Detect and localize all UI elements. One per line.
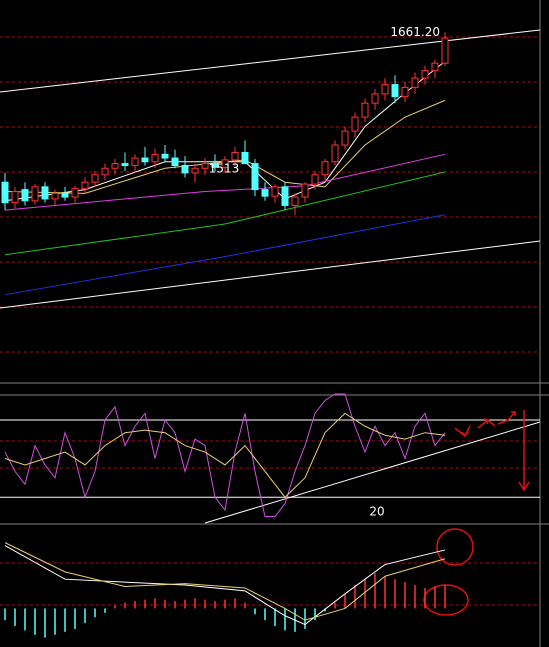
candle-body bbox=[101, 167, 109, 176]
candle-body bbox=[61, 192, 69, 198]
indicator-line bbox=[4, 542, 446, 621]
candle-body bbox=[311, 174, 319, 185]
level-label: 20 bbox=[369, 505, 384, 519]
indicator-line bbox=[4, 171, 446, 256]
candle-body bbox=[381, 84, 389, 95]
candle-body bbox=[161, 153, 169, 159]
indicator-line bbox=[4, 412, 446, 498]
candle-body bbox=[251, 163, 259, 191]
candle-body bbox=[181, 164, 189, 174]
annotation: 1513 bbox=[209, 162, 240, 176]
annotation: 1661.20 bbox=[390, 25, 440, 39]
indicator-line bbox=[4, 393, 446, 518]
candle-body bbox=[51, 192, 59, 200]
indicator-line bbox=[4, 214, 446, 296]
candle-body bbox=[361, 102, 369, 118]
candle-body bbox=[211, 163, 219, 168]
candle-body bbox=[141, 157, 149, 163]
candle-body bbox=[241, 151, 249, 165]
candle-body bbox=[291, 196, 299, 206]
candle-body bbox=[221, 159, 229, 168]
candle-body bbox=[191, 167, 199, 174]
candle-body bbox=[341, 130, 349, 146]
candle-body bbox=[131, 157, 139, 166]
candle-body bbox=[91, 174, 99, 183]
candle-body bbox=[1, 181, 9, 204]
candle-body bbox=[21, 189, 29, 202]
candle-body bbox=[401, 86, 409, 98]
candle-body bbox=[201, 163, 209, 169]
candle-body bbox=[11, 191, 19, 204]
candle-body bbox=[301, 183, 309, 198]
candle-body bbox=[331, 144, 339, 163]
candle-body bbox=[321, 161, 329, 176]
candle-body bbox=[151, 153, 159, 163]
candle-body bbox=[411, 77, 419, 88]
candle-body bbox=[271, 186, 279, 197]
candle-body bbox=[441, 37, 449, 64]
candle-body bbox=[261, 189, 269, 197]
candle-body bbox=[421, 70, 429, 79]
candle-body bbox=[31, 186, 39, 202]
candle-body bbox=[111, 163, 119, 169]
candle-body bbox=[281, 186, 289, 206]
candle-body bbox=[431, 62, 439, 72]
candle-body bbox=[351, 116, 359, 132]
indicator-line bbox=[4, 545, 446, 626]
candle-body bbox=[41, 186, 49, 200]
candle-body bbox=[71, 188, 79, 198]
candle-body bbox=[391, 84, 399, 98]
candle-body bbox=[371, 93, 379, 104]
candle-body bbox=[171, 157, 179, 166]
candle-body bbox=[121, 163, 129, 166]
candle-body bbox=[81, 181, 89, 190]
candle-body bbox=[231, 151, 239, 161]
